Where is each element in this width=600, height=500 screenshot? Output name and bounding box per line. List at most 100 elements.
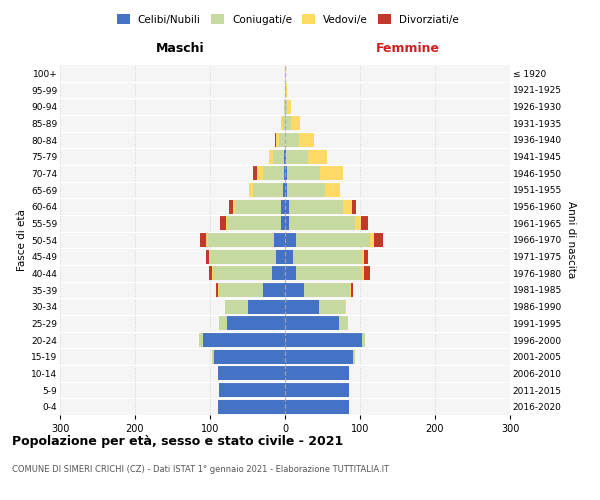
- Bar: [212, 266, 213, 280]
- Bar: [216, 283, 218, 297]
- Bar: [320, 166, 343, 180]
- Bar: [283, 183, 285, 197]
- Bar: [271, 266, 285, 280]
- Bar: [219, 383, 285, 397]
- Legend: Celibi/Nubili, Coniugati/e, Vedovi/e, Divorziati/e: Celibi/Nubili, Coniugati/e, Vedovi/e, Di…: [113, 10, 463, 29]
- Bar: [283, 116, 285, 130]
- Bar: [325, 183, 340, 197]
- Bar: [229, 200, 233, 214]
- Bar: [218, 283, 219, 297]
- Bar: [287, 183, 325, 197]
- Bar: [350, 283, 351, 297]
- Bar: [235, 200, 281, 214]
- Bar: [226, 216, 227, 230]
- Bar: [370, 233, 373, 247]
- Bar: [361, 216, 368, 230]
- Bar: [353, 350, 355, 364]
- Bar: [249, 183, 253, 197]
- Bar: [208, 233, 274, 247]
- Bar: [281, 216, 285, 230]
- Bar: [209, 266, 212, 280]
- Bar: [281, 116, 283, 130]
- Bar: [248, 300, 285, 314]
- Bar: [285, 233, 296, 247]
- Bar: [218, 400, 285, 414]
- Bar: [287, 100, 291, 114]
- Bar: [287, 166, 320, 180]
- Bar: [209, 250, 210, 264]
- Bar: [220, 216, 226, 230]
- Bar: [285, 116, 291, 130]
- Bar: [200, 233, 206, 247]
- Bar: [273, 150, 284, 164]
- Text: Maschi: Maschi: [155, 42, 205, 55]
- Bar: [279, 133, 285, 147]
- Y-axis label: Fasce di età: Fasce di età: [17, 209, 27, 271]
- Bar: [361, 333, 365, 347]
- Bar: [362, 266, 364, 280]
- Bar: [343, 200, 352, 214]
- Bar: [285, 250, 293, 264]
- Bar: [361, 250, 364, 264]
- Bar: [285, 350, 353, 364]
- Bar: [227, 216, 281, 230]
- Bar: [274, 233, 285, 247]
- Bar: [352, 200, 355, 214]
- Bar: [285, 66, 286, 80]
- Bar: [276, 250, 285, 264]
- Bar: [285, 200, 289, 214]
- Text: Femmine: Femmine: [376, 42, 440, 55]
- Bar: [285, 83, 286, 97]
- Bar: [199, 333, 203, 347]
- Bar: [227, 316, 285, 330]
- Bar: [286, 83, 287, 97]
- Bar: [285, 216, 289, 230]
- Bar: [285, 266, 296, 280]
- Bar: [364, 250, 367, 264]
- Bar: [284, 150, 285, 164]
- Bar: [296, 233, 370, 247]
- Bar: [293, 250, 361, 264]
- Bar: [286, 150, 308, 164]
- Bar: [289, 200, 343, 214]
- Bar: [210, 250, 276, 264]
- Bar: [263, 283, 285, 297]
- Bar: [284, 100, 285, 114]
- Bar: [285, 166, 287, 180]
- Bar: [219, 316, 227, 330]
- Bar: [285, 383, 349, 397]
- Bar: [285, 366, 349, 380]
- Bar: [269, 150, 273, 164]
- Bar: [219, 283, 263, 297]
- Text: Popolazione per età, sesso e stato civile - 2021: Popolazione per età, sesso e stato civil…: [12, 435, 343, 448]
- Bar: [285, 183, 287, 197]
- Bar: [285, 283, 304, 297]
- Bar: [355, 216, 361, 230]
- Bar: [275, 133, 276, 147]
- Bar: [291, 116, 300, 130]
- Text: COMUNE DI SIMERI CRICHI (CZ) - Dati ISTAT 1° gennaio 2021 - Elaborazione TUTTITA: COMUNE DI SIMERI CRICHI (CZ) - Dati ISTA…: [12, 465, 389, 474]
- Bar: [253, 183, 283, 197]
- Bar: [299, 133, 314, 147]
- Bar: [308, 150, 327, 164]
- Bar: [285, 316, 339, 330]
- Bar: [285, 400, 349, 414]
- Y-axis label: Anni di nascita: Anni di nascita: [566, 202, 576, 278]
- Bar: [225, 300, 248, 314]
- Bar: [203, 333, 285, 347]
- Bar: [218, 366, 285, 380]
- Bar: [364, 266, 370, 280]
- Bar: [285, 100, 287, 114]
- Bar: [296, 266, 362, 280]
- Bar: [285, 300, 319, 314]
- Bar: [284, 166, 285, 180]
- Bar: [285, 333, 361, 347]
- Bar: [212, 350, 214, 364]
- Bar: [206, 233, 208, 247]
- Bar: [205, 250, 209, 264]
- Bar: [345, 300, 346, 314]
- Bar: [263, 166, 284, 180]
- Bar: [276, 133, 279, 147]
- Bar: [257, 166, 263, 180]
- Bar: [373, 233, 383, 247]
